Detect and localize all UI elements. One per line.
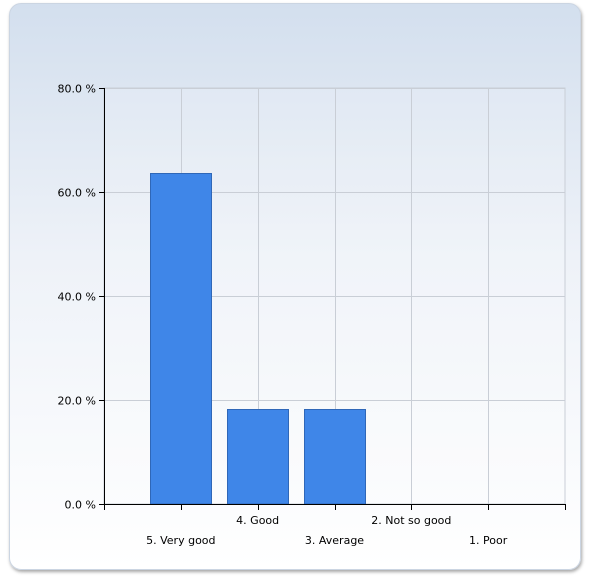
bar [228, 410, 289, 505]
bar [151, 174, 212, 505]
y-tick-label: 0.0 % [65, 499, 96, 512]
y-tick-label: 80.0 % [58, 83, 96, 96]
x-tick-label: 5. Very good [146, 534, 215, 547]
x-tick-label: 3. Average [305, 534, 364, 547]
y-tick-label: 60.0 % [58, 187, 96, 200]
x-tick-label: 1. Poor [469, 534, 508, 547]
x-tick-label: 2. Not so good [371, 514, 451, 527]
y-tick-label: 40.0 % [58, 291, 96, 304]
x-tick-label: 4. Good [236, 514, 279, 527]
y-tick-label: 20.0 % [58, 395, 96, 408]
bar [305, 410, 366, 505]
